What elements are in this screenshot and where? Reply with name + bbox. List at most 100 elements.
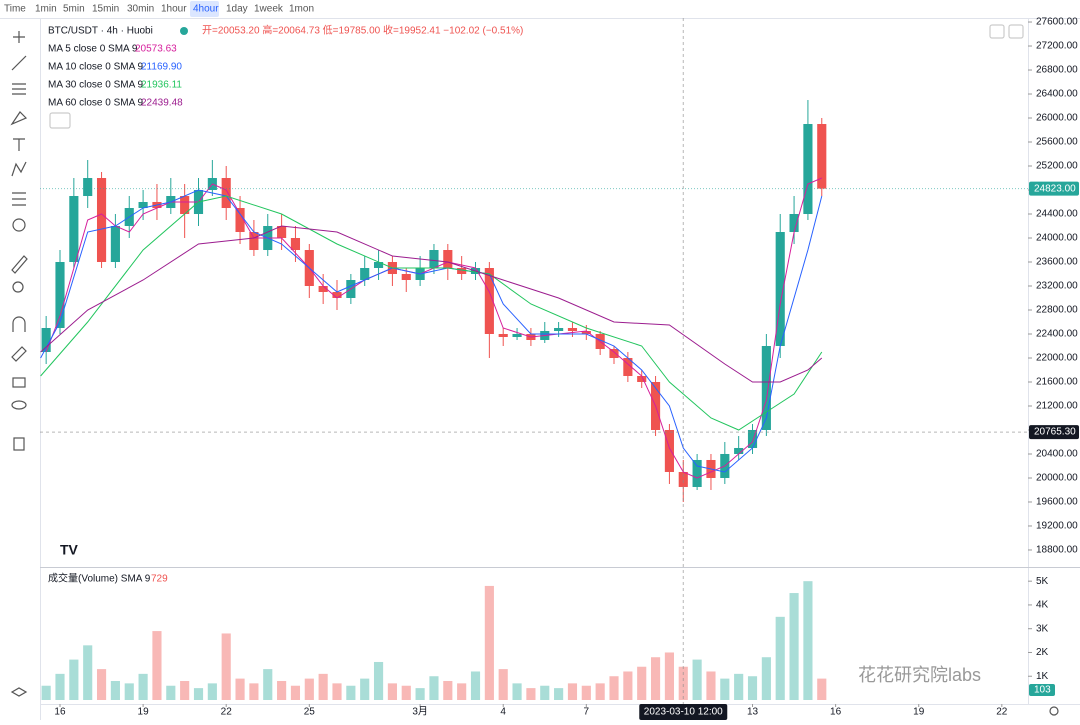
icon-tool[interactable]	[12, 218, 26, 232]
candle-body	[249, 232, 259, 251]
volume-bar	[235, 678, 245, 700]
candle-body	[457, 268, 467, 275]
magnet-tool[interactable]	[12, 316, 26, 332]
volume-bar	[457, 683, 467, 700]
text-tool[interactable]	[13, 138, 25, 151]
hide-tool[interactable]	[11, 400, 27, 410]
settings-button[interactable]	[1049, 706, 1059, 716]
interval-button[interactable]: 4hour	[193, 4, 219, 15]
brush-tool[interactable]	[10, 111, 28, 126]
candle-body	[609, 348, 619, 358]
volume-bar	[567, 683, 578, 700]
y-tick-label: 25600.00	[1036, 137, 1078, 148]
logo: TV	[60, 542, 79, 558]
interval-button[interactable]: 5min	[63, 4, 85, 15]
ma-legend-value: 21936.11	[141, 80, 182, 91]
volume-bar	[734, 673, 744, 700]
scroll-button[interactable]	[989, 24, 1005, 39]
volume-y-tick-label: 4K	[1036, 600, 1049, 611]
volume-bar	[290, 685, 301, 700]
volume-bar	[69, 659, 79, 700]
lock-tool[interactable]	[12, 377, 26, 388]
candle-body	[484, 268, 494, 334]
delete-tool[interactable]	[13, 437, 25, 451]
candle-body	[581, 330, 591, 334]
y-tick-label: 19600.00	[1036, 497, 1078, 508]
x-tick-label: 25	[304, 707, 316, 718]
candle-body	[512, 333, 522, 337]
volume-bar	[96, 669, 107, 700]
volume-bar	[484, 585, 494, 700]
volume-bar	[789, 593, 799, 700]
interval-button[interactable]: 15min	[92, 4, 119, 15]
volume-bar	[346, 685, 356, 700]
ma-legend-value: 20573.63	[135, 44, 177, 55]
y-tick-label: 23600.00	[1036, 257, 1078, 268]
y-tick-label: 18800.00	[1036, 545, 1078, 556]
volume-bar	[152, 631, 162, 700]
volume-bar	[387, 683, 397, 700]
volume-bar	[221, 633, 231, 700]
candle-body	[138, 202, 148, 209]
interval-button[interactable]: 30min	[127, 4, 154, 15]
ma-legend-value: 22439.48	[141, 98, 183, 109]
crosshair-tool[interactable]	[13, 31, 25, 43]
interval-button[interactable]: 1hour	[161, 4, 187, 15]
candle-body	[332, 292, 342, 298]
volume-bar	[277, 680, 287, 700]
crosshair-price-label: 20765.30	[1034, 427, 1076, 438]
volume-bar	[249, 683, 259, 700]
candle-body	[318, 286, 328, 292]
last-price-tag	[1029, 181, 1079, 196]
x-tick-label: 7	[584, 707, 590, 718]
candle-body	[443, 250, 453, 269]
measure-tool[interactable]	[11, 255, 28, 274]
pattern-tool[interactable]	[11, 161, 27, 177]
x-tick-label: 19	[138, 707, 150, 718]
volume-bar	[637, 666, 647, 700]
volume-bar	[775, 616, 785, 700]
y-tick-label: 26400.00	[1036, 89, 1078, 100]
y-tick-label: 21200.00	[1036, 401, 1078, 412]
x-tick-label: 19	[913, 707, 925, 718]
fib-tool[interactable]	[12, 83, 26, 95]
candle-body	[623, 357, 633, 376]
drawing-tools	[10, 24, 1059, 716]
ma-line	[40, 195, 823, 431]
prediction-tool[interactable]	[12, 192, 26, 206]
volume-bar	[138, 673, 148, 700]
interval-button[interactable]: 1day	[226, 4, 248, 15]
volume-bar	[401, 685, 411, 700]
volume-bar	[207, 683, 217, 700]
volume-bar	[595, 683, 605, 700]
volume-bar	[429, 676, 439, 700]
volume-bar	[678, 666, 688, 700]
lock-draw-tool[interactable]	[11, 346, 27, 362]
candle-body	[498, 333, 508, 337]
volume-bar	[540, 685, 550, 700]
zoom-tool[interactable]	[12, 281, 24, 293]
volume-bar	[470, 671, 481, 700]
symbol: BTC/USDT · 4h · Huobi	[48, 26, 153, 37]
interval-button[interactable]: 1min	[35, 4, 57, 15]
y-tick-label: 27600.00	[1036, 17, 1078, 28]
candle-body	[637, 375, 647, 382]
reset-button[interactable]	[1008, 24, 1024, 39]
layers-tool[interactable]	[10, 687, 28, 697]
x-tick-label: 16	[54, 707, 66, 718]
collapse-legend[interactable]	[49, 112, 71, 129]
candle-body	[180, 196, 190, 215]
volume-bar	[623, 671, 633, 700]
interval-button[interactable]: 1week	[254, 4, 284, 15]
x-tick-label: 22	[221, 707, 233, 718]
interval-button[interactable]: Time	[4, 4, 26, 15]
interval-button[interactable]: 1mon	[289, 4, 314, 15]
volume-bar	[110, 680, 120, 700]
y-tick-label: 24400.00	[1036, 209, 1078, 220]
volume-bar	[415, 688, 425, 700]
candle-body	[55, 262, 65, 328]
candle-body	[373, 262, 384, 269]
trendline-tool[interactable]	[11, 55, 27, 71]
candle-body	[567, 327, 578, 331]
